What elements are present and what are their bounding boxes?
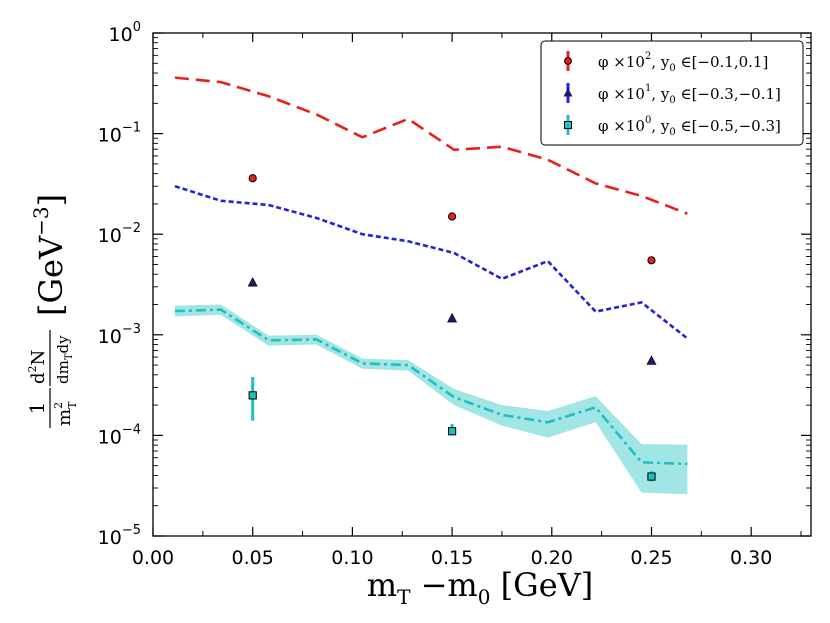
data-point (248, 391, 257, 400)
legend: φ ×102, y0 ∈[−0.1,0.1] φ ×101, y0 ∈[−0.3,… (540, 40, 804, 146)
model-curve (174, 76, 688, 215)
y-label-one: 1 (25, 402, 49, 415)
data-point (447, 427, 457, 436)
model-curve (174, 184, 689, 340)
data-point (647, 256, 656, 265)
data-point (447, 212, 457, 221)
y-tick-label: 10−5 (98, 523, 141, 549)
plot-frame (152, 32, 812, 537)
x-axis-title: mT −m0 [GeV] (367, 566, 594, 609)
data-point (247, 276, 258, 287)
data-point (646, 355, 657, 365)
confidence-band-layer (174, 304, 688, 495)
data-point (447, 312, 458, 323)
confidence-band (174, 304, 688, 495)
y-tick-label: 10−3 (98, 322, 141, 348)
legend-box (540, 40, 804, 146)
curve-layer (174, 76, 689, 466)
y-label-num: d2N (26, 350, 49, 384)
legend-label: φ ×100, y0 ∈[−0.5,−0.3] (598, 115, 781, 138)
x-tick-label: 0.25 (630, 547, 672, 569)
x-tick-label: 0.10 (331, 547, 373, 569)
x-tick-label: 0.05 (232, 547, 274, 569)
tick-layer: 0.00 0.05 0.10 0.15 0.20 0.25 0.30 100 10−1 10−2 1… (98, 20, 811, 569)
legend-label: φ ×102, y0 ∈[−0.1,0.1] (598, 51, 768, 74)
x-tick-label: 0.30 (730, 547, 772, 569)
y-tick-label: 10−2 (98, 221, 141, 247)
legend-marker (564, 121, 572, 129)
x-tick-label: 0.15 (431, 547, 473, 569)
model-curve (174, 308, 688, 466)
data-point (647, 472, 656, 481)
legend-marker (563, 88, 573, 97)
y-tick-label: 10−1 (98, 121, 141, 147)
x-tick-label: 0.00 (132, 547, 174, 569)
y-label-den2: dmTdy (54, 335, 75, 384)
y-label-unit: [GeV−3] (29, 194, 70, 316)
y-tick-label: 10−4 (98, 422, 141, 448)
x-tick-label: 0.20 (531, 547, 573, 569)
x-axis-label: mT −m0 [GeV] (367, 566, 594, 609)
y-label-den1: m2T (52, 401, 79, 426)
data-point-layer (247, 174, 657, 482)
data-point (248, 174, 257, 183)
legend-label: φ ×101, y0 ∈[−0.3,−0.1] (598, 83, 781, 106)
legend-marker (564, 57, 572, 65)
y-tick-label: 100 (109, 20, 141, 46)
